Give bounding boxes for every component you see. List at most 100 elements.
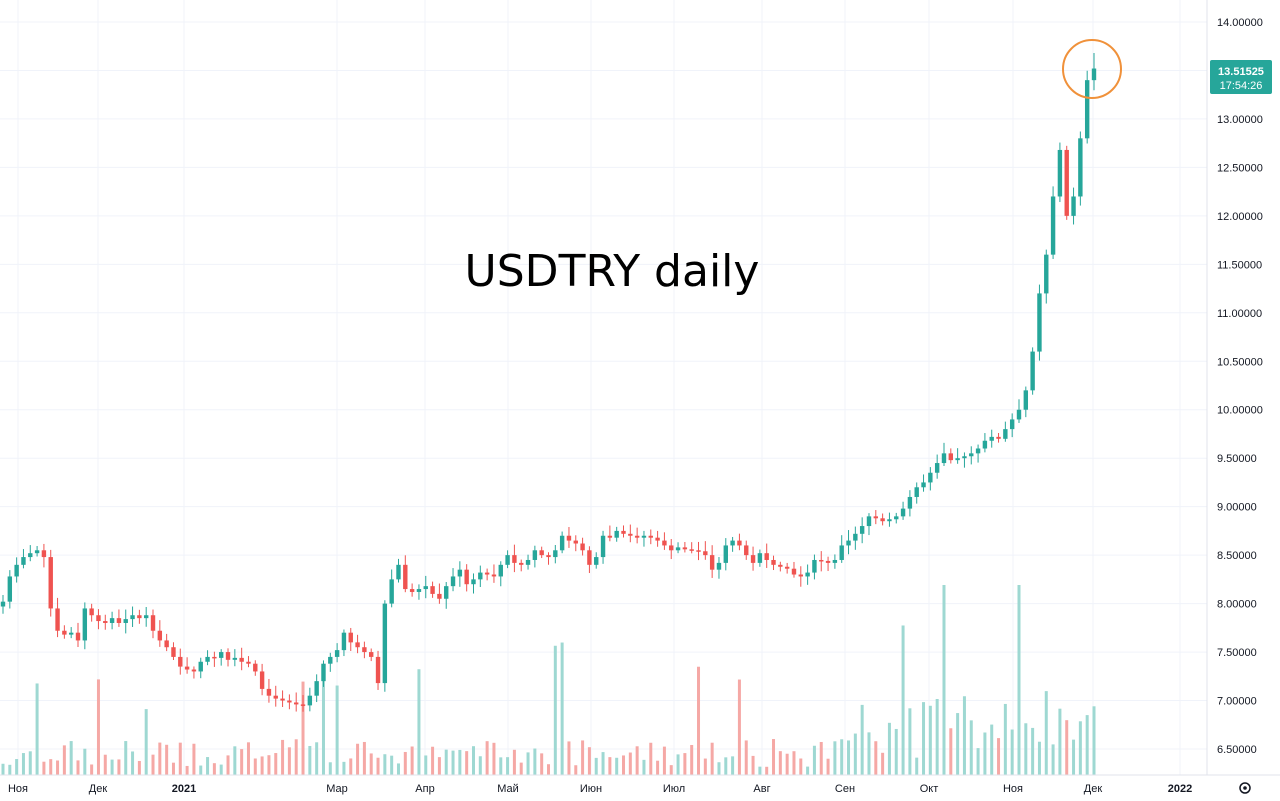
- candle-body: [989, 436, 994, 441]
- x-tick-label: Дек: [1084, 783, 1103, 795]
- volume-bar: [867, 732, 871, 775]
- volume-bar: [662, 746, 666, 775]
- candle-body: [846, 540, 851, 546]
- candle-body: [178, 656, 183, 667]
- candle-body: [341, 632, 347, 651]
- candle-body: [941, 453, 947, 464]
- y-tick-label: 11.50000: [1217, 259, 1262, 271]
- candle-body: [703, 551, 708, 556]
- volume-bar: [847, 740, 851, 775]
- last-price-label: 13.51525: [1218, 66, 1264, 78]
- volume-bar: [260, 756, 264, 775]
- candle-body: [382, 603, 388, 684]
- volume-bar: [1065, 720, 1069, 775]
- volume-bar: [356, 743, 360, 775]
- volume-bar: [110, 759, 114, 775]
- volume-bar: [1037, 741, 1041, 775]
- volume-bar: [887, 722, 891, 775]
- volume-bar: [233, 746, 237, 775]
- candle-body: [287, 700, 292, 703]
- volume-bar: [676, 754, 680, 775]
- volume-bar: [1031, 727, 1035, 775]
- volume-bar: [253, 758, 257, 775]
- volume-bar: [642, 759, 646, 775]
- volume-bar: [792, 751, 796, 775]
- candle-body: [934, 463, 940, 473]
- candle-body: [205, 656, 210, 662]
- chart-title: USDTRY daily: [465, 246, 760, 297]
- volume-bar: [131, 751, 135, 775]
- volume-bar: [533, 748, 537, 775]
- candle-body: [505, 555, 510, 565]
- candle-body: [321, 663, 326, 682]
- volume-bar: [860, 704, 864, 775]
- volume-bar: [874, 741, 878, 775]
- volume-bar: [485, 741, 489, 775]
- candle-body: [123, 619, 128, 623]
- volume-bar: [321, 664, 325, 775]
- volume-bar: [969, 720, 973, 775]
- volume-bar: [547, 764, 550, 775]
- volume-bar: [226, 755, 230, 775]
- volume-bar: [956, 713, 960, 775]
- volume-bar: [574, 765, 578, 775]
- volume-bar: [342, 761, 346, 775]
- candle-body: [1064, 149, 1069, 216]
- volume-bar: [1024, 723, 1028, 775]
- candle-body: [143, 615, 149, 619]
- candle-body: [573, 540, 578, 544]
- candle-body: [191, 669, 197, 672]
- volume-bar: [185, 765, 189, 775]
- volume-bar: [49, 759, 53, 775]
- candle-body: [219, 652, 224, 658]
- candle-body: [450, 576, 456, 587]
- volume-bar: [1003, 703, 1007, 775]
- volume-bar: [990, 724, 994, 775]
- volume-bar: [710, 742, 714, 775]
- candle-body: [669, 545, 674, 551]
- volume-bar: [908, 708, 912, 775]
- candle-body: [819, 559, 824, 562]
- time-axis[interactable]: Ноя Дек 2021 Мар Апр Май Июн Июл Авг Сен Окт Ноя Дек…: [8, 783, 1192, 795]
- candle-body: [246, 661, 251, 664]
- volume-bar: [158, 742, 162, 775]
- y-tick-label: 9.00000: [1217, 502, 1257, 514]
- candle-body: [1057, 149, 1063, 197]
- volume-bar: [962, 696, 966, 775]
- volume-bar: [192, 743, 196, 775]
- volume-bar: [635, 746, 639, 775]
- volume-bar: [1078, 721, 1082, 775]
- candle-body: [328, 656, 333, 664]
- candle-body: [198, 661, 203, 672]
- settings-gear-icon[interactable]: [1239, 782, 1251, 794]
- volume-bar: [567, 741, 571, 775]
- y-tick-label: 12.50000: [1217, 162, 1263, 174]
- candle-body: [232, 657, 238, 660]
- volume-bar: [206, 757, 210, 775]
- candle-body: [7, 576, 13, 602]
- candle-body: [21, 557, 26, 565]
- candle-body: [655, 537, 660, 541]
- price-axis[interactable]: 14.0000013.5000013.0000012.5000012.00000…: [1217, 17, 1263, 756]
- candle-body: [239, 657, 244, 662]
- candle-body: [307, 695, 313, 706]
- highlight-circle: [1062, 39, 1122, 99]
- volume-bar: [737, 679, 741, 775]
- candle-body: [96, 615, 101, 622]
- volume-bar: [165, 744, 169, 775]
- candle-body: [484, 572, 490, 575]
- volume-bar: [601, 752, 605, 775]
- volume-bar: [540, 753, 544, 775]
- volume-bar: [669, 765, 673, 775]
- volume-bar: [881, 752, 885, 775]
- gear-icon-ring: [1239, 782, 1251, 794]
- volume-bar: [76, 760, 80, 775]
- volume-bar: [349, 758, 353, 775]
- last-price-tag-bg: [1210, 60, 1272, 94]
- volume-bar: [281, 739, 285, 775]
- volume-bar: [553, 645, 557, 775]
- y-tick-label: 6.50000: [1217, 744, 1257, 756]
- volume-bars: [1, 585, 1096, 775]
- volume-bar: [922, 702, 926, 775]
